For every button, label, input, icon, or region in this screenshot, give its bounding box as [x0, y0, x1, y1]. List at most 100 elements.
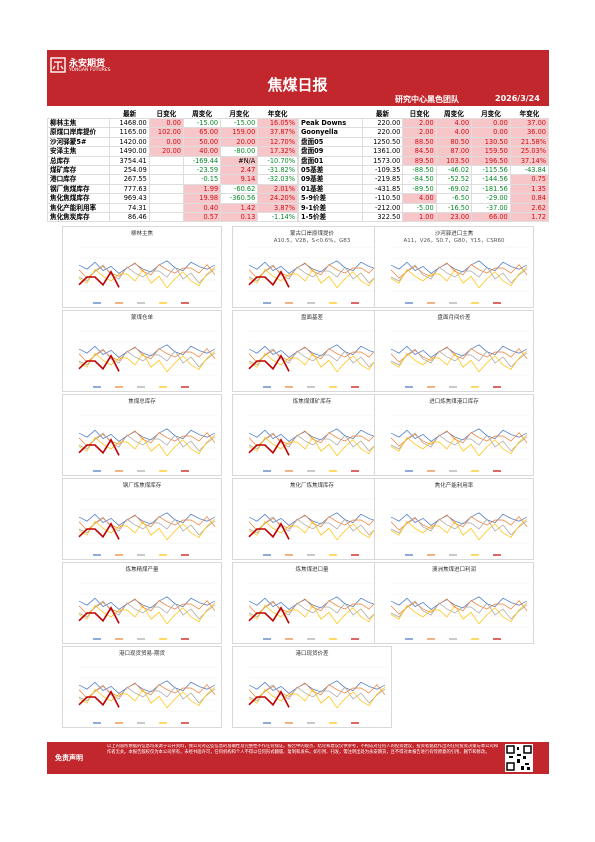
- chart-panel: 盘面月间价差: [374, 310, 534, 392]
- decorative-line: [248, 348, 386, 368]
- cell: -15.00: [182, 117, 222, 129]
- cell: 1.42: [220, 202, 259, 214]
- chart-plot: [248, 666, 387, 724]
- chart-panel: 港口现货贸易-期货: [62, 646, 222, 728]
- cell: -31.82%: [257, 165, 298, 176]
- row-label: 05基差: [298, 165, 363, 176]
- chart-panel: 焦煤总库存: [62, 394, 222, 476]
- decorative-line: [78, 598, 216, 615]
- cell: 0.84: [509, 193, 550, 204]
- chart-panel: 澳洲焦煤进口利润: [374, 562, 534, 644]
- cell: 159.00: [220, 127, 259, 138]
- cell: 220.00: [361, 127, 404, 138]
- logo-en: YONGAN FUTURES: [69, 68, 111, 73]
- cell: 0.00: [471, 117, 511, 129]
- cell: 21.58%: [509, 136, 550, 148]
- chart-plot: [78, 498, 217, 556]
- chart-title: 焦化厂炼焦煤库存: [289, 483, 334, 489]
- table-row: 煤矿库存 254.09 -23.59 2.47 -31.82%: [46, 165, 298, 176]
- cell: 4.00: [435, 117, 473, 129]
- cell: 3754.41: [109, 155, 150, 167]
- table-row: 焦化焦煤库存 969.43 19.98 -360.56 24.20%: [46, 193, 298, 204]
- decorative-line: [248, 684, 386, 704]
- cell: -43.84: [509, 165, 550, 176]
- decorative-line: [390, 262, 528, 279]
- table-row: 焦化焦炭库存 86.46 0.57 0.13 -1.14%: [46, 212, 298, 223]
- cell: 777.63: [109, 183, 150, 195]
- header-row: 最新 日变化 周变化 月变化 年变化: [48, 108, 298, 119]
- cell: 2.00: [402, 117, 437, 129]
- header-cell: 周变化: [192, 110, 212, 118]
- cell: 1490.00: [109, 146, 150, 157]
- cell: -46.02: [435, 165, 473, 176]
- cell: 130.50: [471, 136, 511, 148]
- decorative-line: [390, 430, 528, 447]
- decorative-line: [78, 690, 120, 708]
- title: 焦煤日报: [267, 76, 328, 94]
- chart-panel: 炼焦煤进口量: [232, 562, 392, 644]
- decorative-line: [248, 430, 386, 447]
- decorative-line: [390, 350, 528, 373]
- chart-title: 沙河驿进口主焦: [434, 231, 474, 237]
- cell: 0.57: [182, 212, 222, 223]
- cell: 103.50: [435, 155, 473, 167]
- chart-plot: [248, 498, 387, 556]
- decorative-line: [78, 350, 216, 373]
- decorative-line: [390, 596, 528, 610]
- decorative-line: [390, 512, 528, 526]
- decorative-line: [78, 262, 216, 279]
- cell: 220.00: [361, 117, 404, 129]
- cell: 16.05%: [257, 117, 298, 129]
- cell: 4.00: [435, 127, 473, 138]
- decorative-line: [78, 266, 216, 289]
- chart-panel: 进口炼焦煤港口库存: [374, 394, 534, 476]
- cell: 20.00: [220, 136, 259, 148]
- right-table: 最新 日变化 周变化 月变化 年变化 Peak Downs 220.00 2.00 4.00 0.…: [298, 108, 550, 223]
- decorative-line: [390, 266, 528, 289]
- cell: 1.99: [182, 183, 222, 195]
- row-label: 总库存: [46, 155, 111, 167]
- cell: -110.50: [361, 193, 404, 204]
- date: 2026/3/24: [495, 94, 540, 103]
- header-cell: 年变化: [519, 110, 540, 118]
- chart-plot: [78, 582, 217, 640]
- row-label: 钢厂焦煤库存: [46, 183, 111, 195]
- table-row: 5-9价差 -110.50 4.00 -6.50 -29.00 0.84: [298, 193, 550, 204]
- decorative-line: [248, 344, 386, 358]
- cell: 196.50: [471, 155, 511, 167]
- decorative-line: [248, 270, 290, 288]
- cell: 4.00: [402, 193, 437, 204]
- header-cell: 日变化: [156, 110, 177, 118]
- cell: 322.50: [361, 212, 404, 223]
- decorative-line: [390, 514, 528, 531]
- cell: 40.00: [182, 146, 222, 157]
- decorative-line: [248, 518, 386, 541]
- cell: 88.50: [402, 136, 437, 148]
- table-row: 总库存 3754.41 -169.44 #N/A -10.70%: [46, 155, 298, 167]
- row-label: 5-9价差: [298, 193, 363, 204]
- cell: -6.50: [435, 193, 473, 204]
- row-label: 原煤口岸库提价: [46, 127, 111, 138]
- cell: -88.50: [402, 165, 437, 176]
- decorative-line: [390, 434, 528, 457]
- decorative-line: [248, 264, 386, 284]
- cell: -144.56: [471, 174, 511, 185]
- decorative-line: [78, 438, 120, 456]
- cell: 9.14: [220, 174, 259, 185]
- cell: 89.50: [402, 155, 437, 167]
- cell: 1.35: [509, 183, 550, 195]
- header-cell: 月变化: [229, 110, 250, 118]
- decorative-line: [390, 602, 528, 625]
- decorative-line: [248, 512, 386, 526]
- cell: -360.56: [220, 193, 259, 204]
- cell: -16.50: [435, 202, 473, 214]
- cell: 24.20%: [257, 193, 298, 204]
- cell: 267.55: [109, 174, 150, 185]
- chart-title: 港口现货价差: [295, 651, 329, 657]
- row-label: 港口库存: [46, 174, 111, 185]
- chart-plot: [390, 414, 529, 472]
- cell: 0.13: [220, 212, 259, 223]
- cell: -1.14%: [257, 212, 298, 223]
- decorative-line: [390, 600, 528, 620]
- header-cell: 年变化: [267, 110, 288, 118]
